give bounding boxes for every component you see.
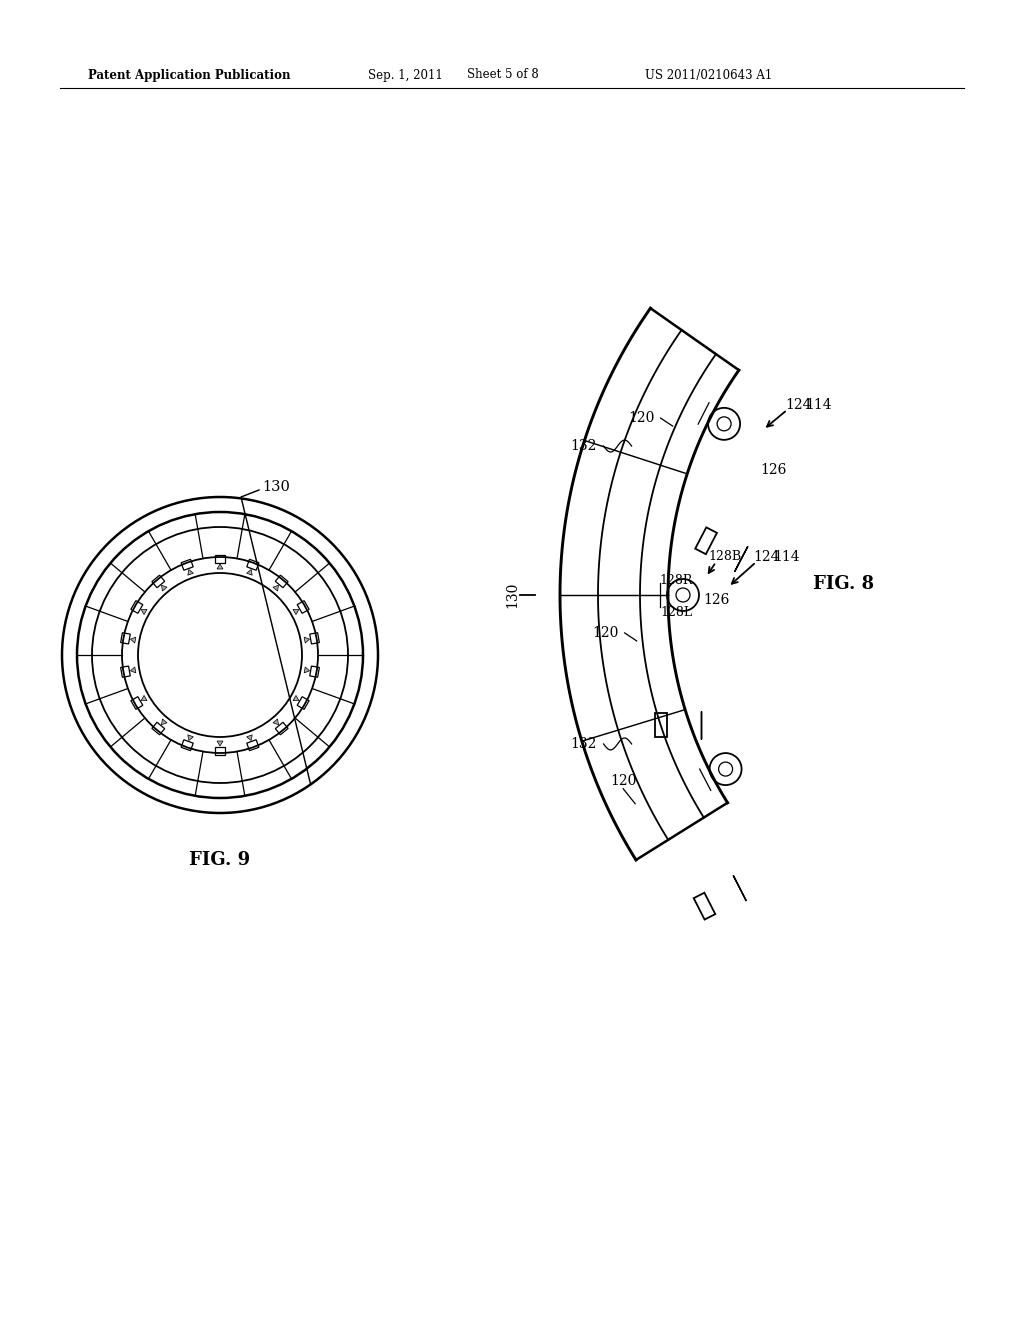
Text: 130: 130 (262, 480, 290, 494)
Text: 128B: 128B (708, 550, 741, 564)
Text: 128R: 128R (659, 573, 693, 586)
Polygon shape (293, 610, 299, 615)
Polygon shape (293, 696, 299, 701)
Polygon shape (141, 610, 147, 615)
Text: 124: 124 (754, 550, 779, 564)
Polygon shape (130, 638, 136, 643)
Text: 132: 132 (570, 737, 597, 751)
Text: 124: 124 (785, 397, 812, 412)
Text: 114: 114 (773, 550, 800, 564)
Polygon shape (247, 569, 252, 576)
Polygon shape (162, 719, 167, 725)
Polygon shape (130, 667, 136, 673)
Text: 132: 132 (570, 440, 597, 453)
Text: 120: 120 (610, 774, 636, 788)
Text: Sep. 1, 2011: Sep. 1, 2011 (368, 69, 442, 82)
Text: US 2011/0210643 A1: US 2011/0210643 A1 (645, 69, 772, 82)
Polygon shape (141, 696, 147, 701)
Text: 128L: 128L (660, 606, 693, 619)
Polygon shape (247, 735, 252, 741)
Text: FIG. 8: FIG. 8 (813, 576, 874, 594)
Polygon shape (217, 564, 223, 569)
Text: 126: 126 (703, 593, 729, 607)
Polygon shape (162, 585, 167, 591)
Text: 120: 120 (629, 411, 654, 425)
Text: 120: 120 (592, 626, 618, 640)
Polygon shape (304, 667, 309, 673)
Text: FIG. 9: FIG. 9 (189, 851, 251, 869)
Polygon shape (217, 741, 223, 746)
Polygon shape (273, 719, 279, 725)
Text: Patent Application Publication: Patent Application Publication (88, 69, 291, 82)
Text: Sheet 5 of 8: Sheet 5 of 8 (467, 69, 539, 82)
Text: 126: 126 (760, 463, 786, 477)
Polygon shape (304, 638, 309, 643)
Text: 130: 130 (505, 582, 519, 609)
Polygon shape (273, 585, 279, 591)
Polygon shape (187, 569, 194, 576)
Polygon shape (187, 735, 194, 741)
Text: 114: 114 (805, 397, 831, 412)
